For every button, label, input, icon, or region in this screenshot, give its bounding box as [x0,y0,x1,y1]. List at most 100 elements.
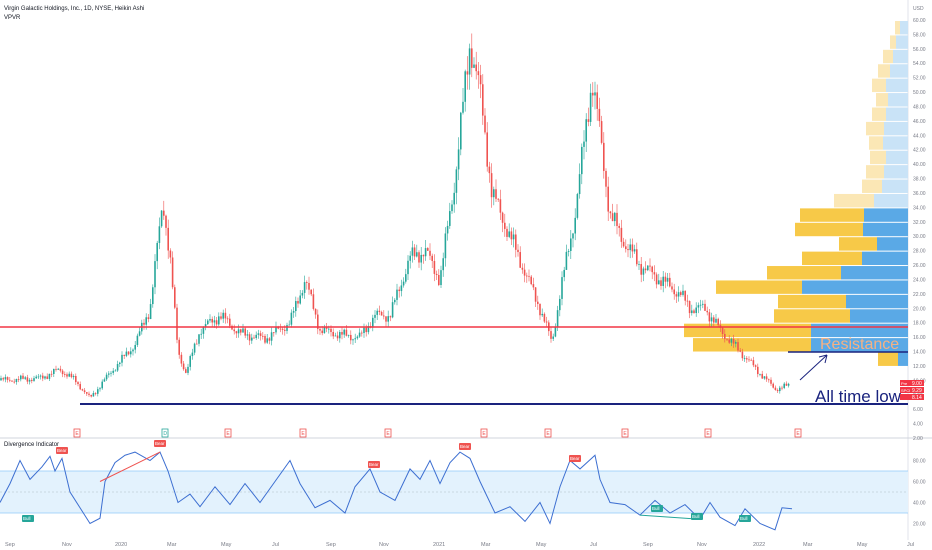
candle-body [772,383,774,388]
earnings-marker[interactable] [480,428,488,438]
candle-body [636,249,638,265]
earnings-marker[interactable] [224,428,232,438]
price-tick-label: 30.00 [913,234,926,240]
bull-label-text: Bull [740,516,748,521]
candle-body [598,108,601,122]
candle-body [334,335,337,337]
candle-body [409,255,411,261]
earnings-marker[interactable] [704,428,712,438]
earnings-marker-label: E [226,431,230,437]
candle-body [787,383,790,386]
candle-body [785,383,788,386]
earnings-marker[interactable] [621,428,629,438]
indicator-name[interactable]: VPVR [4,15,21,21]
candle-body [671,286,673,290]
candle-body [350,334,352,341]
candle-body [765,376,768,380]
candle-body [433,260,436,274]
vp-up-bar [884,165,908,179]
earnings-marker-label: D [163,431,167,437]
candle-body [574,217,576,234]
candle-body [497,198,499,200]
earnings-marker[interactable] [161,428,169,438]
candle-body [176,307,178,340]
candle-body [215,320,218,325]
candle-body [418,252,420,263]
price-tick-label: 42.00 [913,148,926,154]
candle-body [519,252,521,268]
candle-body [655,274,658,285]
candle-body [743,358,746,359]
bull-divergence-line [639,514,701,520]
candle-body [389,316,392,318]
time-axis[interactable]: Sep Nov 2020 Mar May Jul Sep Nov 2021 Mar May Jul Se… [5,542,914,548]
earnings-marker[interactable] [544,428,552,438]
candle-body [233,329,235,332]
candle-body [504,222,506,229]
candle-body [112,370,114,373]
candle-body [268,338,271,341]
bear-label-box [154,440,166,447]
candle-body [380,312,383,316]
candle-body [273,332,275,334]
candle-body [262,335,264,337]
candle-body [385,316,387,322]
earnings-marker[interactable] [299,428,307,438]
candle-body [354,338,356,340]
time-tick-label: 2020 [115,542,127,548]
candle-body [537,301,539,304]
candle-body [317,314,319,329]
candle-body [160,210,163,227]
candle-body [136,335,139,345]
price-tick-label: 12.00 [913,364,926,370]
candle-body [761,373,763,379]
price-pane[interactable] [0,0,908,438]
candle-body [737,342,739,351]
earnings-marker[interactable] [384,428,392,438]
vp-up-bar [900,21,908,35]
candle-body [532,284,535,288]
candle-body [275,326,277,333]
earnings-marker-label: E [546,431,550,437]
candle-body [471,48,473,68]
candle-body [752,360,755,366]
price-tick-label: 56.00 [913,47,926,53]
candle-body [328,328,330,330]
candle-body [394,299,396,303]
oscillator-title[interactable]: Divergence Indicator [4,442,59,448]
candle-body [79,384,81,390]
price-badge-value: 9.29 [912,388,922,394]
candle-body [48,373,51,379]
price-axis[interactable]: 60.00 58.00 56.00 54.00 52.00 50.00 48.00 46.00… [913,18,926,442]
candle-body [609,211,612,214]
vp-down-bar [878,64,890,78]
candle-body [237,329,240,334]
candle-body [633,249,636,252]
candle-body [101,381,103,389]
candle-body [97,389,99,394]
candle-body [625,246,627,250]
symbol-title[interactable]: Virgin Galactic Holdings, Inc., 1D, NYSE… [4,6,144,12]
candle-body [132,349,134,352]
bull-label-box [22,515,34,522]
price-badge-label [900,387,910,393]
earnings-marker[interactable] [794,428,802,438]
candle-body [444,233,447,259]
earnings-marker[interactable] [73,428,81,438]
vp-down-bar [883,49,893,64]
oscillator-tick-label: 40.00 [913,501,926,507]
candle-body [356,336,359,339]
candle-body [541,313,543,316]
candle-body [534,287,537,302]
candle-body [345,329,348,336]
price-tick-label: 24.00 [913,277,926,283]
candle-body [220,316,222,319]
price-tick-label: 18.00 [913,321,926,327]
oscillator-axis: 80.00 60.00 40.00 20.00 [913,459,926,528]
candle-body [387,316,389,322]
candle-body [248,334,251,341]
candle-body [163,210,165,216]
candle-body [422,254,425,257]
